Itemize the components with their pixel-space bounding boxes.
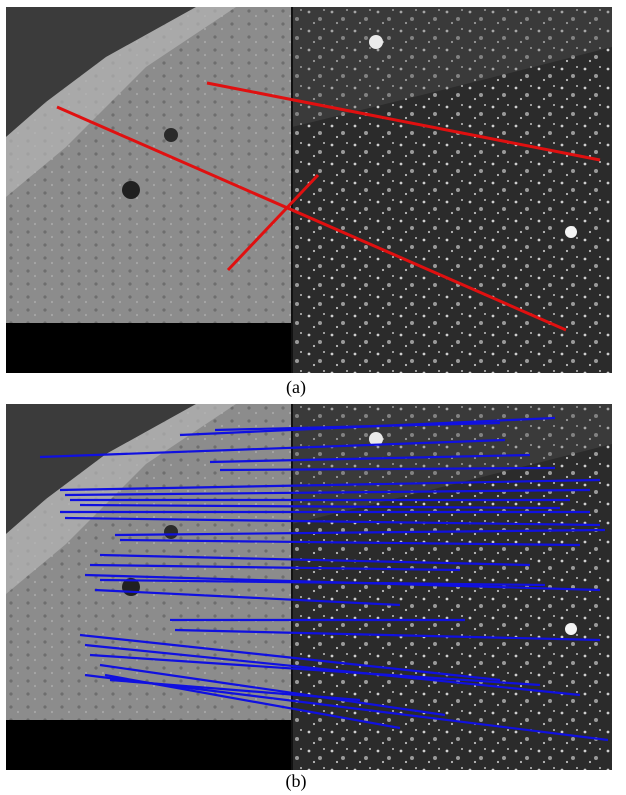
figure: (a) [0, 0, 626, 795]
page: (a) [0, 0, 626, 795]
panel-b: (b) [6, 404, 612, 792]
caption: (b) [286, 771, 307, 792]
panel-a: (a) [6, 7, 612, 398]
image-pair [6, 7, 612, 373]
caption: (a) [286, 377, 306, 398]
